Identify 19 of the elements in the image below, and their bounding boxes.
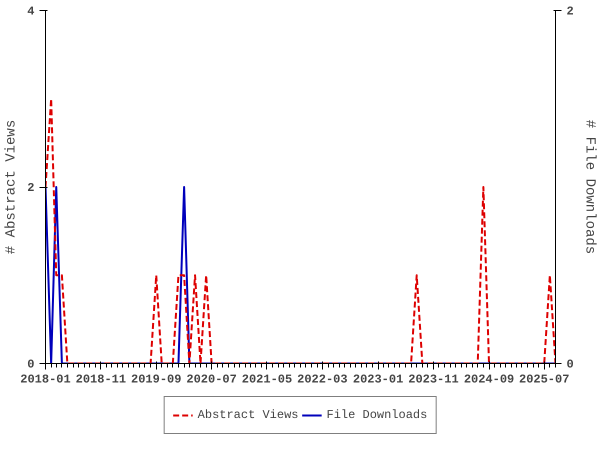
x-tick-label: 2018-11 (76, 372, 126, 386)
legend-label: File Downloads (326, 408, 428, 422)
y-tick-label: 0 (27, 358, 34, 372)
x-tick-label: 2021-05 (242, 372, 292, 386)
x-tick-label: 2018-01 (20, 372, 71, 386)
y2-tick-label: 2 (566, 4, 574, 18)
x-tick-label: 2025-07 (519, 372, 570, 386)
x-tick-label: 2024-09 (464, 372, 514, 386)
x-tick-label: 2022-03 (297, 372, 348, 386)
x-tick-label: 2023-11 (408, 372, 459, 386)
y-axis-title: # Abstract Views (3, 120, 20, 254)
y2-tick-label: 0 (566, 358, 574, 372)
legend-label: Abstract Views (198, 408, 298, 422)
y2-axis-title: # File Downloads (582, 120, 598, 254)
y-tick-label: 2 (27, 181, 34, 195)
x-tick-label: 2019-09 (131, 372, 182, 386)
x-tick-label: 2023-01 (352, 372, 404, 386)
x-tick-label: 2020-07 (186, 372, 237, 386)
y-tick-label: 4 (27, 4, 34, 18)
